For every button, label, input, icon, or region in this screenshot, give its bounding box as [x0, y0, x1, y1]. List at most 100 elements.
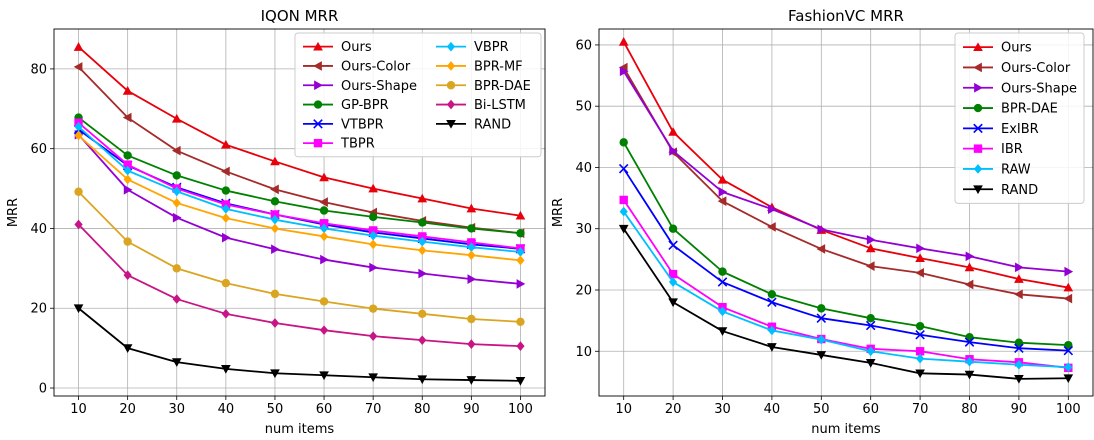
legend-entry-ours-shape: Ours-Shape — [303, 79, 417, 94]
data-point-ours-shape: Ours-Shape: 34.8 — [271, 244, 280, 255]
data-point-vbpr: VBPR: 36.7 — [418, 236, 427, 247]
data-point-rand: RAND: 20 — [73, 304, 84, 314]
data-point-ours: Ours: 38 — [717, 174, 728, 184]
data-point-ours-color: Ours-Color: 80.5 — [73, 62, 83, 72]
data-point-rand: RAND: 2.2 — [417, 375, 428, 385]
data-point-rand: RAND: 1.8 — [515, 376, 526, 386]
data-point-ours-shape: Ours-Shape: 37.7 — [221, 232, 231, 243]
series-line-ibr — [622, 199, 1069, 369]
legend-entry-ours-color: Ours-Color — [303, 59, 411, 74]
legend-marker — [313, 100, 323, 109]
data-point-ours-shape: Ours-Shape: 29.9 — [817, 224, 827, 235]
series-line-ours-shape — [622, 70, 1069, 273]
data-point-ours: Ours: 20.4 — [1063, 282, 1074, 292]
data-point-bpr-dae: BPR-DAE: 44.1 — [619, 138, 628, 147]
data-point-vbpr: VBPR: 34.1 — [516, 247, 525, 257]
data-point-rand: RAND: 9.4 — [816, 351, 827, 360]
data-point-bpr-mf: BPR-MF: 38 — [319, 231, 329, 242]
data-point-vbpr: VBPR: 54.5 — [123, 165, 132, 176]
x-tick-label: 100 — [508, 402, 533, 417]
legend-marker — [973, 103, 983, 113]
series-line-ours-shape — [77, 134, 521, 285]
data-point-exibr: ExIBR: 12.7 — [915, 329, 925, 340]
legend-marker — [313, 61, 322, 71]
y-tick-label: 20 — [30, 302, 47, 317]
legend-label: Bi-LSTM — [474, 98, 526, 113]
legend: Ours Ours-Color Ours-Shape GP-BPR VTBPR TBPR V… — [294, 32, 542, 158]
legend-entry-ibr: IBR — [963, 142, 1023, 157]
data-point-gp-bpr: GP-BPR: 44.5 — [319, 206, 329, 215]
legend-marker — [973, 144, 983, 153]
legend-entry-ours: Ours — [303, 40, 372, 55]
data-point-ours-shape: Ours-Shape: 55.7 — [619, 66, 629, 77]
legend-marker — [973, 42, 983, 52]
legend-label: IBR — [1001, 142, 1023, 157]
x-tick-label: 60 — [316, 402, 333, 417]
data-point-ours-shape: Ours-Shape: 49.7 — [123, 184, 133, 195]
data-point-tbpr: TBPR: 38 — [418, 232, 427, 241]
data-point-bpr-mf: BPR-MF: 40 — [270, 223, 280, 234]
data-point-ours-color: Ours-Color: 23.9 — [865, 261, 875, 271]
series-ours-shape: Ours-Shape: 55.7 Ours-Shape: 42.7 Ours-Sha… — [619, 66, 1074, 277]
data-point-ours-color: Ours-Color: 34.5 — [717, 196, 727, 206]
data-point-bpr-dae: BPR-DAE: 17 — [817, 304, 826, 313]
series-line-vbpr — [77, 126, 521, 253]
legend-entry-rand: RAND — [963, 183, 1038, 198]
data-point-bpr-dae: BPR-DAE: 19.9 — [368, 304, 378, 313]
data-point-rand: RAND: 2 — [466, 376, 477, 385]
legend-entry-bi-lstm: Bi-LSTM — [436, 98, 526, 113]
legend-marker — [446, 41, 456, 52]
data-point-ours-shape: Ours-Shape: 42.7 — [669, 146, 678, 156]
data-point-bpr-dae: BPR-DAE: 49.2 — [74, 187, 83, 196]
series-line-bpr-dae — [622, 141, 1069, 347]
data-point-bpr-mf: BPR-MF: 33.3 — [467, 250, 476, 261]
data-point-exibr: ExIBR: 15.4 — [816, 313, 827, 323]
data-point-bpr-mf: BPR-MF: 63.3 — [74, 130, 83, 141]
chart-panel-iqon-mrr: 10 20 30 40 50 60 70 80 90 100 0 20 40 60 80 Ours: 85.5… — [6, 7, 546, 437]
y-tick-label: 50 — [575, 100, 592, 115]
legend-marker — [446, 99, 456, 110]
data-point-tbpr: TBPR: 41.3 — [319, 219, 329, 228]
legend-entry-exibr: ExIBR — [963, 122, 1039, 137]
data-point-ours-shape: Ours-Shape: 25.5 — [965, 251, 975, 262]
data-point-bpr-dae: BPR-DAE: 23 — [718, 267, 727, 276]
data-point-bpr-dae: BPR-DAE: 30 — [172, 264, 181, 273]
data-point-ours-shape: Ours-Shape: 33.2 — [768, 204, 777, 214]
series-line-ours — [77, 46, 521, 217]
data-point-rand: RAND: 3.2 — [319, 371, 329, 381]
chart-title: FashionVC MRR — [788, 7, 904, 25]
legend-entry-rand: RAND — [436, 117, 511, 132]
legend-label: Ours-Shape — [1001, 81, 1077, 96]
data-point-ours: Ours: 67.5 — [171, 113, 182, 123]
series-line-rand — [622, 228, 1069, 380]
legend: Ours Ours-Color Ours-Shape BPR-DAE ExIBR IBR R… — [954, 32, 1085, 204]
data-point-vbpr: VBPR: 38.2 — [369, 230, 378, 241]
data-point-ours-color: Ours-Color: 30.3 — [767, 222, 776, 232]
series-rand: RAND: 20 RAND: 10 RAND: 6.5 RAND: 4.8 RAND: … — [73, 304, 526, 386]
series-line-bi-lstm — [77, 223, 521, 348]
data-point-rand: RAND: 6.2 — [964, 370, 975, 380]
data-point-rand: RAND: 6.5 — [171, 358, 182, 367]
y-tick-label: 60 — [30, 142, 47, 157]
data-point-ours: Ours: 52.8 — [319, 172, 329, 182]
series-raw: RAW: 32.8 RAW: 21.3 RAW: 16.5 RAW: 13.4 RAW:… — [619, 206, 1073, 373]
data-point-bpr-dae: BPR-DAE: 11.4 — [1014, 338, 1024, 347]
data-point-rand: RAND: 30 — [618, 224, 629, 234]
data-point-raw: RAW: 8.8 — [915, 353, 925, 364]
data-point-raw: RAW: 7.4 — [1064, 362, 1073, 373]
data-point-bi-lstm: Bi-LSTM: 11 — [467, 339, 476, 349]
legend-entry-gp-bpr: GP-BPR — [303, 98, 389, 113]
data-point-bpr-dae: BPR-DAE: 19.3 — [767, 290, 777, 299]
data-point-tbpr: TBPR: 39.5 — [368, 226, 378, 235]
plot-frame — [598, 28, 1094, 397]
data-point-ours: Ours: 47.5 — [417, 193, 428, 203]
data-point-ours-color: Ours-Color: 67.8 — [122, 112, 132, 123]
series-bpr-dae: BPR-DAE: 44.1 BPR-DAE: 30 BPR-DAE: 23 BPR-D… — [619, 138, 1073, 350]
x-tick-label: 70 — [912, 402, 929, 417]
data-point-ours-color: Ours-Color: 49.8 — [270, 184, 279, 195]
legend-label: Ours-Shape — [341, 79, 417, 94]
data-point-ours-shape: Ours-Shape: 30.2 — [369, 262, 378, 273]
data-point-exibr: ExIBR: 11.5 — [964, 337, 975, 347]
